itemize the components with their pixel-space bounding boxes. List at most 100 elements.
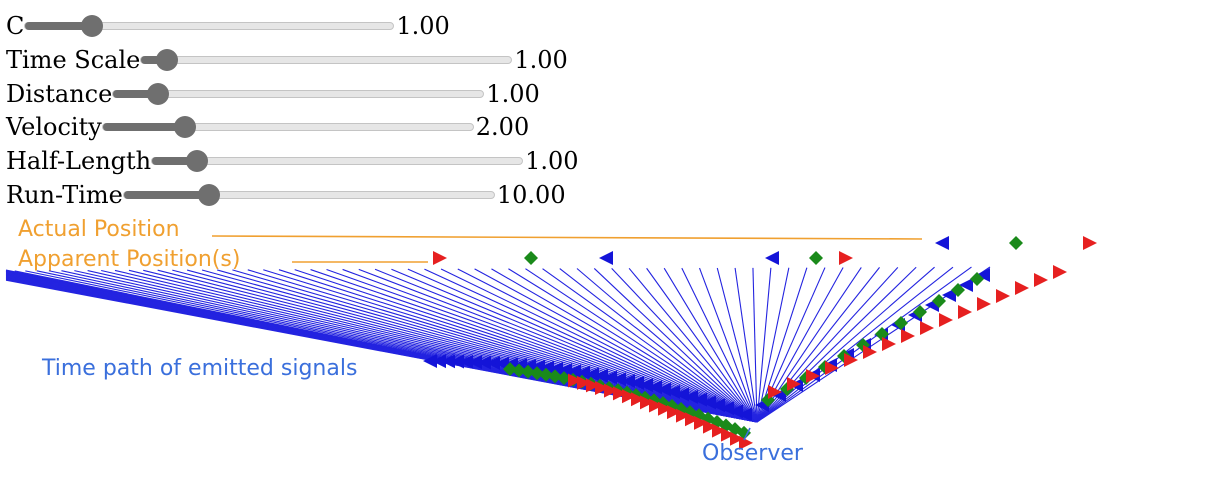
right-triangle-marker <box>667 405 681 420</box>
slider-thumb[interactable] <box>198 184 221 206</box>
left-triangle-marker <box>441 354 455 369</box>
left-triangle-marker <box>630 376 644 391</box>
distance-slider[interactable] <box>112 83 485 105</box>
diamond-marker <box>503 362 517 377</box>
left-triangle-marker <box>585 367 599 382</box>
slider-value: 1.00 <box>514 46 568 74</box>
signal-line <box>611 267 758 423</box>
right-triangle-marker <box>604 383 618 398</box>
right-triangle-marker <box>622 389 636 404</box>
right-triangle-marker <box>658 401 672 416</box>
right-triangle-marker <box>863 345 877 359</box>
left-triangle-marker <box>612 372 626 387</box>
right-triangle-marker <box>694 415 708 430</box>
slider-thumb[interactable] <box>146 83 169 105</box>
right-triangle-marker <box>649 398 663 413</box>
signal-line <box>756 267 772 423</box>
slider-fill <box>25 22 92 30</box>
signal-line <box>172 269 758 423</box>
right-triangle-marker <box>739 435 753 450</box>
actual-position-guide <box>211 235 923 240</box>
left-triangle-marker <box>765 251 779 265</box>
left-triangle-marker <box>666 384 680 399</box>
right-triangle-marker <box>730 431 744 446</box>
left-triangle-marker <box>657 382 671 397</box>
signal-line <box>491 268 758 423</box>
observer-guide <box>743 427 751 441</box>
run-time-slider[interactable] <box>122 184 495 206</box>
diamond-marker <box>539 367 553 382</box>
slider-fill <box>123 191 210 199</box>
diamond-marker <box>548 369 562 384</box>
slider-thumb[interactable] <box>173 116 196 138</box>
right-triangle-marker <box>640 395 654 410</box>
slider-row-time-scale: Time Scale 1.00 <box>6 44 568 76</box>
signal-line <box>542 268 758 423</box>
right-triangle-marker <box>977 297 991 311</box>
c-slider[interactable] <box>24 15 395 37</box>
left-triangle-marker <box>648 380 662 395</box>
right-triangle-marker <box>721 427 735 442</box>
diamond-marker <box>894 316 908 330</box>
diamond-marker <box>951 283 965 297</box>
right-triangle-marker <box>996 289 1010 303</box>
slider-fill <box>141 56 168 64</box>
right-triangle-marker <box>685 412 699 427</box>
signal-line <box>734 267 758 423</box>
left-triangle-marker <box>567 364 581 379</box>
right-triangle-marker <box>613 386 627 401</box>
position-markers <box>423 236 1097 450</box>
signal-line <box>663 267 758 423</box>
signal-line <box>756 267 862 423</box>
half-length-slider[interactable] <box>151 150 524 172</box>
time-path-label: Time path of emitted signals <box>42 356 358 381</box>
signal-line <box>593 268 758 423</box>
left-triangle-marker <box>558 363 572 378</box>
slider-thumb[interactable] <box>80 15 103 37</box>
slider-fill <box>113 90 158 98</box>
left-triangle-marker <box>432 354 446 369</box>
signal-line <box>756 266 899 423</box>
right-triangle-marker <box>586 378 600 393</box>
left-triangle-marker <box>639 378 653 393</box>
time-scale-slider[interactable] <box>140 49 513 71</box>
diamond-marker <box>913 305 927 319</box>
right-triangle-marker <box>787 377 801 391</box>
slider-row-run-time: Run-Time 10.00 <box>6 179 566 211</box>
signal-line <box>576 268 758 423</box>
right-triangle-marker <box>703 419 717 434</box>
slider-row-distance: Distance 1.00 <box>6 78 540 110</box>
slider-row-velocity: Velocity 2.00 <box>6 111 529 143</box>
signal-line <box>186 269 758 423</box>
left-triangle-marker <box>599 251 613 265</box>
signal-line <box>457 268 758 423</box>
left-triangle-marker <box>576 365 590 380</box>
velocity-slider[interactable] <box>101 116 474 138</box>
right-triangle-marker <box>1053 265 1067 279</box>
slider-thumb[interactable] <box>185 150 208 172</box>
slider-label: C <box>6 12 25 40</box>
right-triangle-marker <box>825 361 839 375</box>
slider-row-half-length: Half-Length 1.00 <box>6 145 579 177</box>
right-triangle-marker <box>806 369 820 383</box>
slider-label: Half-Length <box>6 147 152 175</box>
signal-line <box>157 269 758 423</box>
right-triangle-marker <box>1083 236 1097 250</box>
right-triangle-marker <box>595 380 609 395</box>
slider-value: 2.00 <box>475 113 530 141</box>
left-triangle-marker <box>477 355 491 370</box>
diamond-marker <box>521 364 535 379</box>
right-triangle-marker <box>631 392 645 407</box>
slider-value: 1.00 <box>486 80 540 108</box>
left-triangle-marker <box>935 236 949 250</box>
slider-value: 1.00 <box>525 147 579 175</box>
signal-line <box>201 269 758 423</box>
apparent-positions-label: Apparent Position(s) <box>18 247 241 272</box>
left-triangle-marker <box>468 355 482 370</box>
signal-line <box>756 266 954 423</box>
slider-value: 1.00 <box>396 12 450 40</box>
slider-thumb[interactable] <box>156 49 179 71</box>
diamond-marker <box>875 327 889 341</box>
slider-label: Distance <box>6 80 113 108</box>
signal-line <box>716 267 758 423</box>
